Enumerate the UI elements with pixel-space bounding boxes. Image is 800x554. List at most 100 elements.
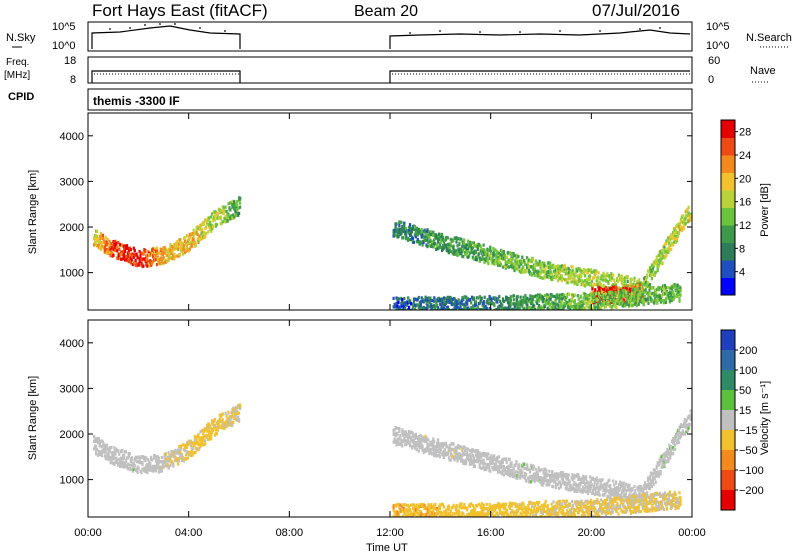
velocity-cell <box>586 491 590 496</box>
power-cell <box>237 213 240 217</box>
power-cell <box>402 303 405 307</box>
power-cell <box>399 312 401 315</box>
velocity-cell <box>235 405 238 410</box>
velocity-cell <box>112 457 115 461</box>
power-cell <box>608 274 611 278</box>
power-cell <box>217 216 220 220</box>
power-cell <box>613 278 616 282</box>
power-cell <box>583 270 586 274</box>
velocity-cell <box>97 439 101 443</box>
velocity-cell <box>613 483 616 487</box>
power-cell <box>194 241 197 245</box>
velocity-cell <box>238 418 241 422</box>
power-cell <box>647 270 651 274</box>
velocity-cell <box>227 410 230 414</box>
power-cell <box>107 249 110 253</box>
velocity-cell <box>137 455 140 459</box>
power-cell <box>506 250 509 255</box>
power-cell <box>579 302 582 306</box>
power-cell <box>456 305 459 309</box>
power-cell <box>496 300 499 304</box>
power-cell <box>430 230 433 234</box>
velocity-cell <box>211 428 215 432</box>
power-cell <box>157 251 160 255</box>
power-cell <box>209 220 212 224</box>
velocity-cell <box>455 447 458 451</box>
power-cell <box>558 299 561 303</box>
power-cell <box>429 311 431 314</box>
velocity-cell <box>492 461 495 465</box>
velocity-cell <box>412 439 415 443</box>
power-cell <box>542 270 545 274</box>
velocity-cell <box>144 470 147 474</box>
velocity-cell <box>454 454 457 458</box>
velocity-cell <box>607 495 610 499</box>
power-cell <box>208 216 211 220</box>
power-cell <box>491 311 493 314</box>
power-cell <box>535 294 538 298</box>
power-cell <box>604 274 607 279</box>
power-cell <box>462 311 464 314</box>
power-cell <box>468 251 472 255</box>
power-cell <box>536 301 539 305</box>
velocity-cell <box>585 475 588 479</box>
velocity-cell <box>609 483 612 488</box>
power-cell <box>115 243 118 248</box>
power-cell <box>517 255 520 259</box>
power-cell <box>229 208 232 212</box>
power-cell <box>239 201 242 205</box>
velocity-cell <box>585 477 588 481</box>
power-cell <box>394 225 397 229</box>
power-cell <box>211 224 215 228</box>
power-cell <box>105 240 108 244</box>
power-cell <box>463 241 466 245</box>
power-cell <box>661 252 664 256</box>
power-cell <box>201 230 204 234</box>
power-cell <box>653 273 656 277</box>
power-cell <box>645 290 648 294</box>
velocity-cell <box>565 484 568 488</box>
power-cell <box>478 259 481 263</box>
velocity-cell <box>533 477 536 481</box>
velocity-cell <box>542 481 545 485</box>
power-cell <box>555 265 558 269</box>
power-cell <box>603 294 606 298</box>
power-cell <box>104 235 107 239</box>
power-cell <box>396 313 398 316</box>
power-cell <box>557 279 560 283</box>
power-cell <box>159 247 162 251</box>
velocity-cell <box>502 465 505 469</box>
power-cell <box>576 269 579 273</box>
velocity-cell <box>464 449 467 453</box>
velocity-cell <box>560 473 563 477</box>
velocity-cell <box>478 463 481 467</box>
power-cell <box>125 244 129 248</box>
velocity-cell <box>202 432 205 436</box>
power-cell <box>431 242 434 246</box>
power-cell <box>584 274 587 278</box>
velocity-cell <box>624 492 627 496</box>
velocity-cell <box>579 483 582 487</box>
y-tick-label: 2000 <box>60 222 84 234</box>
power-cell <box>179 246 182 250</box>
velocity-cell <box>614 486 617 490</box>
power-cell <box>417 312 419 315</box>
power-cell <box>526 296 529 300</box>
power-cell <box>472 307 475 310</box>
power-cell <box>604 286 608 290</box>
power-cell <box>487 311 489 314</box>
velocity-cell <box>160 469 163 473</box>
velocity-cell <box>182 459 186 463</box>
power-cell <box>486 247 489 251</box>
power-cell <box>524 261 527 266</box>
velocity-cell <box>581 476 584 480</box>
power-cell <box>595 270 598 274</box>
power-cell <box>439 238 443 242</box>
velocity-cell <box>527 476 530 480</box>
power-cell <box>484 304 487 309</box>
power-cell <box>476 254 479 258</box>
power-cell <box>652 286 655 290</box>
power-cell <box>409 223 412 227</box>
power-cell <box>223 209 226 213</box>
power-cell <box>622 282 625 286</box>
